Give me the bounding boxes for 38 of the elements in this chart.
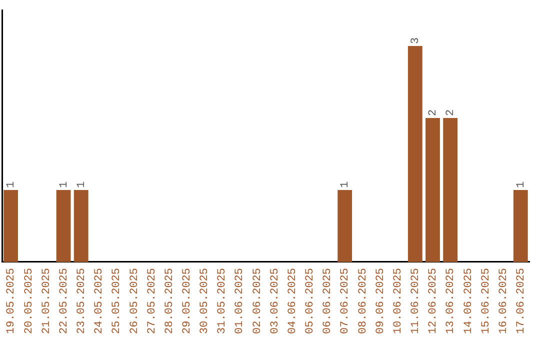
data-label: 3 bbox=[410, 37, 422, 44]
x-tick-label: 26.05.2025 bbox=[128, 268, 141, 334]
x-tick-label: 11.06.2025 bbox=[410, 268, 422, 334]
x-tick-label: 24.05.2025 bbox=[94, 268, 106, 334]
x-tick-label: 27.05.2025 bbox=[146, 268, 158, 334]
x-tick-label: 03.06.2025 bbox=[269, 268, 282, 334]
x-tick-label: 21.05.2025 bbox=[40, 268, 53, 334]
x-tick-label: 20.05.2025 bbox=[23, 268, 36, 334]
x-tick-label: 31.05.2025 bbox=[216, 268, 229, 334]
x-tick-label: 17.06.2025 bbox=[516, 268, 528, 334]
x-tick-label: 08.06.2025 bbox=[357, 268, 370, 334]
x-tick-label: 14.06.2025 bbox=[462, 268, 475, 334]
x-tick-label: 12.06.2025 bbox=[428, 268, 440, 334]
x-tick-label: 09.06.2025 bbox=[374, 268, 387, 334]
x-tick-label: 02.06.2025 bbox=[252, 268, 264, 334]
data-label: 2 bbox=[445, 109, 458, 116]
x-tick-label: 25.05.2025 bbox=[111, 268, 124, 334]
x-tick-label: 28.05.2025 bbox=[164, 268, 176, 334]
x-tick-label: 23.05.2025 bbox=[76, 268, 88, 334]
x-tick-label: 19.05.2025 bbox=[6, 268, 18, 334]
x-tick-label: 13.06.2025 bbox=[445, 268, 458, 334]
x-tick-label: 06.06.2025 bbox=[322, 268, 334, 334]
x-tick-label: 15.06.2025 bbox=[480, 268, 492, 334]
x-tick-label: 05.06.2025 bbox=[304, 268, 317, 334]
data-label: 1 bbox=[6, 180, 18, 188]
data-label: 2 bbox=[428, 109, 440, 116]
x-tick-label: 04.06.2025 bbox=[286, 268, 299, 334]
x-tick-label: 22.05.2025 bbox=[58, 268, 70, 334]
data-label: 1 bbox=[340, 180, 352, 188]
x-tick-label: 07.06.2025 bbox=[340, 268, 352, 334]
data-label: 1 bbox=[516, 180, 528, 188]
x-tick-label: 10.06.2025 bbox=[392, 268, 404, 334]
x-tick-label: 16.06.2025 bbox=[498, 268, 510, 334]
data-label: 1 bbox=[76, 180, 88, 188]
x-tick-label: 30.05.2025 bbox=[199, 268, 212, 334]
x-tick-label: 29.05.2025 bbox=[182, 268, 194, 334]
data-label: 1 bbox=[58, 180, 70, 188]
x-tick-label: 01.06.2025 bbox=[234, 268, 246, 334]
